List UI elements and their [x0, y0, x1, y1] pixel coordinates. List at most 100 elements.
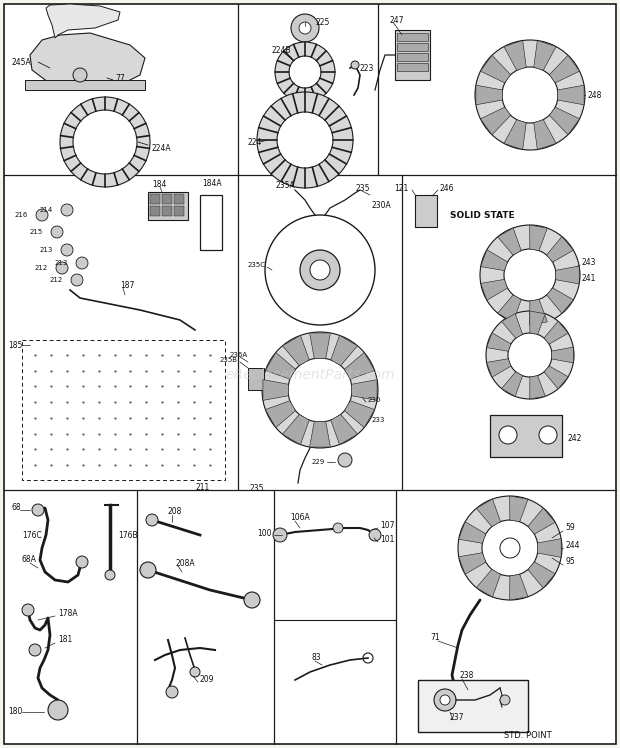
Polygon shape — [556, 266, 579, 284]
Circle shape — [56, 262, 68, 274]
Polygon shape — [529, 375, 545, 399]
Polygon shape — [480, 279, 508, 300]
Circle shape — [508, 333, 552, 377]
Text: 185: 185 — [8, 340, 22, 349]
Circle shape — [434, 689, 456, 711]
Circle shape — [300, 250, 340, 290]
Polygon shape — [547, 288, 574, 313]
Circle shape — [277, 112, 333, 168]
Text: 176C: 176C — [22, 530, 42, 539]
Circle shape — [289, 56, 321, 88]
Text: 237: 237 — [450, 714, 464, 723]
Polygon shape — [344, 401, 374, 428]
Text: 236A: 236A — [230, 352, 248, 358]
Circle shape — [504, 249, 556, 301]
Circle shape — [76, 257, 88, 269]
Text: 229: 229 — [312, 459, 325, 465]
Text: 233: 233 — [372, 417, 386, 423]
Bar — [150, 206, 160, 216]
Circle shape — [500, 538, 520, 558]
Text: 214: 214 — [40, 207, 53, 213]
Text: 184: 184 — [152, 180, 166, 188]
Text: 244: 244 — [565, 541, 580, 550]
Text: 235: 235 — [355, 183, 370, 192]
Polygon shape — [30, 33, 145, 88]
Text: 223: 223 — [360, 64, 374, 73]
Circle shape — [310, 260, 330, 280]
Text: 224B: 224B — [272, 46, 291, 55]
Circle shape — [502, 67, 558, 123]
Polygon shape — [283, 414, 309, 444]
Circle shape — [369, 529, 381, 541]
Bar — [397, 33, 428, 41]
Polygon shape — [309, 333, 330, 358]
Text: 184A: 184A — [202, 179, 221, 188]
Circle shape — [262, 332, 378, 448]
Circle shape — [105, 570, 115, 580]
Circle shape — [29, 644, 41, 656]
Bar — [25, 80, 145, 90]
Polygon shape — [309, 421, 330, 447]
Polygon shape — [480, 107, 511, 135]
Circle shape — [73, 110, 137, 174]
Text: 224A: 224A — [152, 144, 172, 153]
Polygon shape — [544, 321, 568, 344]
Circle shape — [32, 504, 44, 516]
Text: 208: 208 — [168, 507, 182, 517]
Text: 107: 107 — [380, 521, 394, 530]
Polygon shape — [498, 295, 521, 322]
Text: 181: 181 — [58, 636, 73, 645]
Circle shape — [73, 68, 87, 82]
Circle shape — [338, 453, 352, 467]
Text: 242: 242 — [567, 434, 582, 443]
Text: 68A: 68A — [22, 556, 37, 565]
Bar — [490, 415, 562, 457]
Text: 180: 180 — [8, 708, 22, 717]
Circle shape — [288, 358, 352, 422]
Polygon shape — [476, 569, 500, 597]
Text: 241: 241 — [582, 274, 596, 283]
Circle shape — [458, 496, 562, 600]
Text: 106A: 106A — [290, 513, 310, 523]
Polygon shape — [549, 107, 580, 135]
Polygon shape — [480, 250, 508, 271]
Text: 208A: 208A — [175, 559, 195, 568]
Polygon shape — [557, 85, 584, 105]
Bar — [200, 195, 222, 250]
Polygon shape — [265, 352, 296, 379]
Text: 216: 216 — [15, 212, 28, 218]
Polygon shape — [547, 236, 574, 262]
Circle shape — [166, 686, 178, 698]
Circle shape — [22, 604, 34, 616]
Circle shape — [48, 700, 68, 720]
Circle shape — [190, 667, 200, 677]
Polygon shape — [529, 299, 547, 325]
Circle shape — [480, 225, 580, 325]
Polygon shape — [263, 380, 288, 400]
Text: 224: 224 — [248, 138, 262, 147]
Text: 215: 215 — [30, 229, 43, 235]
Text: 230A: 230A — [372, 200, 392, 209]
Circle shape — [146, 514, 158, 526]
Circle shape — [36, 209, 48, 221]
Polygon shape — [502, 313, 523, 338]
Polygon shape — [529, 225, 547, 251]
Text: 238: 238 — [460, 672, 474, 681]
Text: 213: 213 — [55, 260, 68, 266]
Text: 246: 246 — [440, 183, 454, 192]
Bar — [162, 194, 172, 204]
Text: 213: 213 — [40, 247, 53, 253]
Polygon shape — [552, 347, 574, 363]
Text: STD. POINT: STD. POINT — [504, 731, 552, 740]
Text: 211: 211 — [195, 482, 210, 491]
Bar — [148, 192, 188, 220]
Polygon shape — [502, 372, 523, 396]
Text: 243: 243 — [582, 257, 596, 266]
Polygon shape — [528, 508, 555, 534]
Text: 247: 247 — [390, 16, 404, 25]
Bar — [397, 53, 428, 61]
Circle shape — [257, 92, 353, 188]
Bar — [162, 206, 172, 216]
Polygon shape — [265, 401, 296, 428]
Text: 230: 230 — [368, 397, 381, 403]
